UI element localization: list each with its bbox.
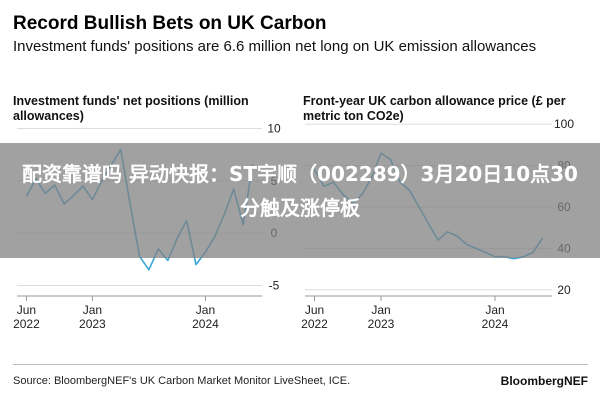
left-panel-title: Investment funds' net positions (million… xyxy=(13,94,249,123)
x-tick-label: Jan xyxy=(196,303,215,317)
right-panel-title: Front-year UK carbon allowance price (£ … xyxy=(303,94,566,123)
x-tick-label: Jan xyxy=(485,303,504,317)
x-tick-label: 2023 xyxy=(368,317,395,331)
chart-subtitle: Investment funds' positions are 6.6 mill… xyxy=(13,38,537,55)
footer-divider xyxy=(13,364,588,365)
y-tick-label: 100 xyxy=(554,117,574,131)
chart-title: Record Bullish Bets on UK Carbon xyxy=(13,13,327,34)
x-tick-label: Jun xyxy=(305,303,324,317)
y-tick-label: 10 xyxy=(267,121,281,135)
brand-logo: BloombergNEF xyxy=(500,374,588,388)
x-tick-label: Jun xyxy=(17,303,36,317)
overlay-banner-text: 配资靠谱吗 异动快报：ST宇顺（002289）3月20日10点30分触及涨停板 xyxy=(22,162,578,220)
x-tick-label: Jan xyxy=(83,303,102,317)
x-tick-label: 2024 xyxy=(192,317,219,331)
y-tick-label: 20 xyxy=(557,283,571,297)
x-tick-label: Jan xyxy=(371,303,390,317)
x-tick-label: 2022 xyxy=(301,317,328,331)
x-tick-label: 2022 xyxy=(13,317,40,331)
x-tick-label: 2024 xyxy=(482,317,509,331)
source-note: Source: BloombergNEF's UK Carbon Market … xyxy=(13,375,351,387)
overlay-banner: 配资靠谱吗 异动快报：ST宇顺（002289）3月20日10点30分触及涨停板 xyxy=(0,143,600,258)
x-tick-label: 2023 xyxy=(79,317,106,331)
y-tick-label: -5 xyxy=(269,279,280,293)
